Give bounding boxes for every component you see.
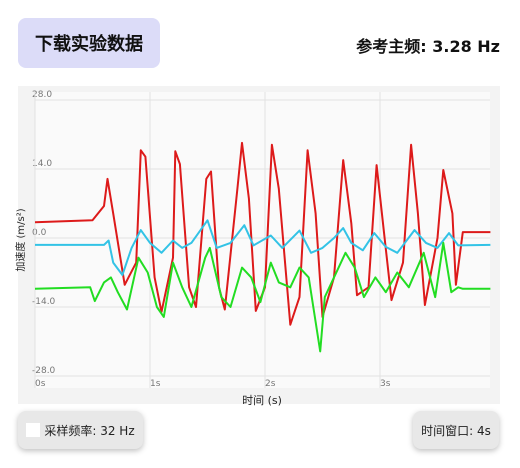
series-line — [34, 241, 491, 353]
download-button[interactable]: 下载实验数据 — [18, 18, 160, 68]
y-tick-label: 0.0 — [32, 228, 47, 238]
x-tick-label: 2s — [265, 379, 276, 389]
y-tick-label: -14.0 — [32, 297, 56, 307]
time-window-button[interactable]: 时间窗口: 4s — [413, 411, 499, 449]
sample-rate-text: 采样频率: 32 Hz — [44, 423, 135, 438]
chart: 加速度 (m/s²) 时间 (s) 28.0 14.0 0.0 -14.0 -28.0 0… — [14, 86, 500, 407]
x-axis-label: 时间 (s) — [242, 394, 282, 407]
y-tick-label: 28.0 — [32, 90, 52, 100]
sample-rate-button[interactable]: 采样频率: 32 Hz — [18, 411, 143, 449]
series-line — [34, 141, 491, 326]
y-tick-label: -28.0 — [32, 366, 56, 376]
series-line — [35, 219, 491, 276]
y-tick-label: 14.0 — [32, 159, 52, 169]
y-axis-label: 加速度 (m/s²) — [14, 208, 27, 271]
reference-frequency: 参考主频: 3.28 Hz — [356, 37, 500, 56]
checkbox — [26, 423, 41, 437]
x-tick-label: 0s — [35, 379, 46, 389]
x-tick-label: 3s — [380, 379, 391, 389]
x-tick-label: 1s — [150, 379, 161, 389]
